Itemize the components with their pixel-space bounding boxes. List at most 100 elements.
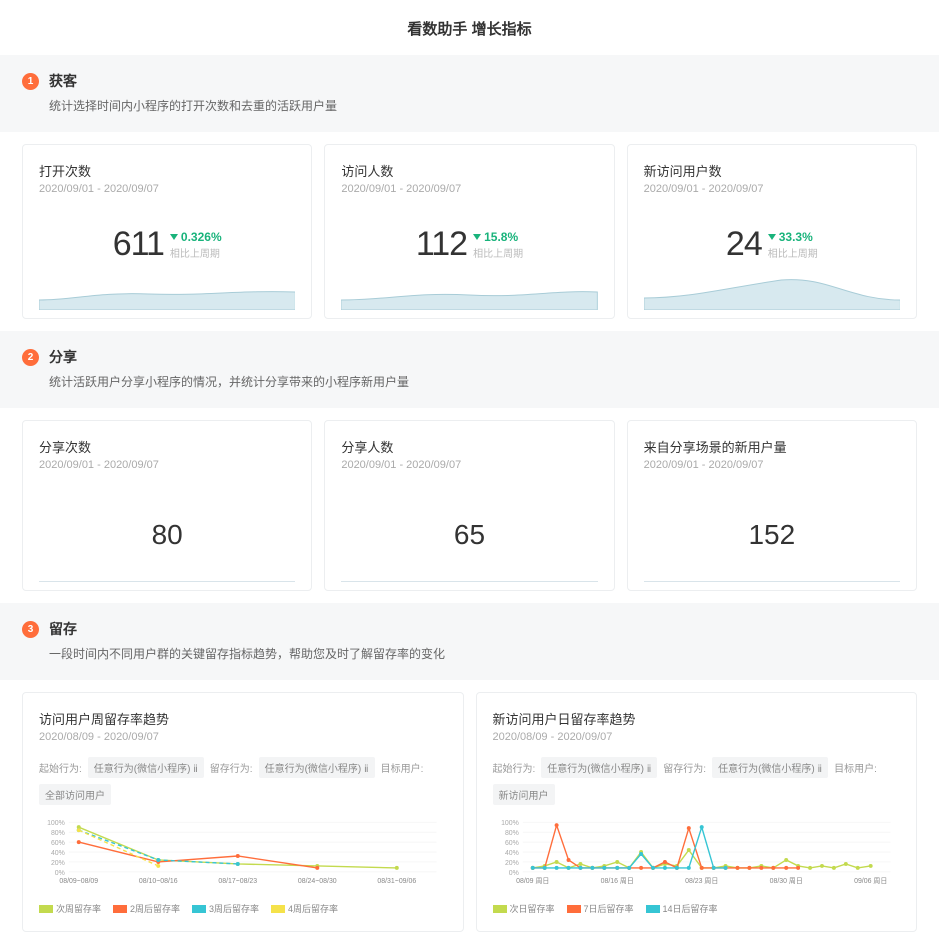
legend-row: 次日留存率7日后留存率14日后留存率	[493, 902, 901, 915]
delta-label: 相比上周期	[473, 245, 523, 260]
svg-text:09/06 周日: 09/06 周日	[854, 877, 887, 885]
filter-pill[interactable]: 任意行为(微信小程序) ⅱ	[712, 757, 828, 778]
metric-card: 来自分享场景的新用户量 2020/09/01 - 2020/09/07 152	[627, 420, 917, 591]
filter-row: 起始行为: 任意行为(微信小程序) ⅱ 留存行为: 任意行为(微信小程序) ⅱ …	[493, 757, 901, 805]
legend-row: 次周留存率 2周后留存率 3周后留存率 4周后留存率	[39, 902, 447, 915]
card-title: 访问人数	[341, 161, 597, 180]
legend-item: 14日后留存率	[646, 902, 718, 915]
svg-text:08/17~08/23: 08/17~08/23	[218, 878, 257, 885]
metric-value: 112	[416, 225, 467, 264]
svg-text:20%: 20%	[51, 860, 65, 867]
svg-text:40%: 40%	[51, 850, 65, 857]
filter-label: 目标用户:	[834, 760, 877, 775]
retention-chart-card: 新访问用户日留存率趋势 2020/08/09 - 2020/09/07 起始行为…	[476, 692, 918, 932]
svg-text:40%: 40%	[504, 850, 518, 857]
card-range: 2020/09/01 - 2020/09/07	[341, 183, 597, 195]
delta-value: 15.8%	[473, 230, 518, 244]
chart-range: 2020/08/09 - 2020/09/07	[493, 731, 901, 743]
legend-item: 次日留存率	[493, 902, 555, 915]
chart-title: 新访问用户日留存率趋势	[493, 709, 901, 728]
chart-row: 访问用户周留存率趋势 2020/08/09 - 2020/09/07 起始行为:…	[0, 680, 939, 944]
section-title-2: 分享	[49, 347, 77, 367]
legend-swatch	[646, 905, 660, 913]
svg-text:08/16 周日: 08/16 周日	[600, 877, 633, 885]
legend-swatch	[493, 905, 507, 913]
metrics-row-2: 分享次数 2020/09/01 - 2020/09/07 80 分享人数 202…	[0, 408, 939, 603]
flat-line	[39, 581, 295, 582]
sparkline-wave	[644, 270, 900, 310]
svg-text:80%: 80%	[504, 830, 518, 837]
section-title-1: 获客	[49, 71, 77, 91]
card-range: 2020/09/01 - 2020/09/07	[39, 459, 295, 471]
metric-value: 80	[39, 519, 295, 551]
section-desc-1: 统计选择时间内小程序的打开次数和去重的活跃用户量	[22, 97, 917, 114]
down-triangle-icon	[170, 234, 178, 240]
filter-label: 留存行为:	[210, 760, 253, 775]
filter-pill[interactable]: 任意行为(微信小程序) ⅱ	[541, 757, 657, 778]
section-badge-3: 3	[22, 621, 39, 638]
card-title: 来自分享场景的新用户量	[644, 437, 900, 456]
card-range: 2020/09/01 - 2020/09/07	[39, 183, 295, 195]
section-badge-2: 2	[22, 349, 39, 366]
filter-pill[interactable]: 任意行为(微信小程序) ⅱ	[88, 757, 204, 778]
metric-value: 611	[113, 225, 164, 264]
legend-swatch	[567, 905, 581, 913]
card-title: 新访问用户数	[644, 161, 900, 180]
legend-item: 次周留存率	[39, 902, 101, 915]
metric-card: 新访问用户数 2020/09/01 - 2020/09/07 24 33.3% …	[627, 144, 917, 319]
down-triangle-icon	[473, 234, 481, 240]
metric-value: 24	[726, 225, 762, 264]
svg-text:08/24~08/30: 08/24~08/30	[298, 878, 337, 885]
legend-swatch	[39, 905, 53, 913]
svg-text:08/09~08/09: 08/09~08/09	[59, 878, 98, 885]
legend-item: 2周后留存率	[113, 902, 180, 915]
filter-label: 起始行为:	[39, 760, 82, 775]
metric-card: 访问人数 2020/09/01 - 2020/09/07 112 15.8% 相…	[324, 144, 614, 319]
flat-line	[341, 581, 597, 582]
legend-swatch	[271, 905, 285, 913]
filter-label: 留存行为:	[663, 760, 706, 775]
line-chart: 100%80%60%40%20%0%08/09 周日08/16 周日08/23 …	[493, 815, 901, 898]
card-range: 2020/09/01 - 2020/09/07	[341, 459, 597, 471]
filter-row: 起始行为: 任意行为(微信小程序) ⅱ 留存行为: 任意行为(微信小程序) ⅱ …	[39, 757, 447, 805]
filter-label: 起始行为:	[493, 760, 536, 775]
svg-text:80%: 80%	[51, 830, 65, 837]
delta-value: 33.3%	[768, 230, 813, 244]
svg-text:08/09 周日: 08/09 周日	[516, 877, 549, 885]
metric-card: 分享人数 2020/09/01 - 2020/09/07 65	[324, 420, 614, 591]
delta-value: 0.326%	[170, 230, 222, 244]
svg-text:0%: 0%	[55, 870, 65, 877]
legend-item: 4周后留存率	[271, 902, 338, 915]
filter-pill[interactable]: 任意行为(微信小程序) ⅱ	[259, 757, 375, 778]
flat-line	[644, 581, 900, 582]
svg-text:100%: 100%	[47, 820, 65, 827]
section-desc-2: 统计活跃用户分享小程序的情况，并统计分享带来的小程序新用户量	[22, 373, 917, 390]
section-header-3: 3 留存 一段时间内不同用户群的关键留存指标趋势，帮助您及时了解留存率的变化	[0, 603, 939, 680]
metric-value: 65	[341, 519, 597, 551]
delta-label: 相比上周期	[768, 245, 818, 260]
filter-label: 目标用户:	[381, 760, 424, 775]
svg-text:60%: 60%	[504, 840, 518, 847]
metrics-row-1: 打开次数 2020/09/01 - 2020/09/07 611 0.326% …	[0, 132, 939, 331]
section-header-2: 2 分享 统计活跃用户分享小程序的情况，并统计分享带来的小程序新用户量	[0, 331, 939, 408]
section-header-1: 1 获客 统计选择时间内小程序的打开次数和去重的活跃用户量	[0, 55, 939, 132]
legend-swatch	[113, 905, 127, 913]
svg-text:60%: 60%	[51, 840, 65, 847]
card-title: 分享人数	[341, 437, 597, 456]
filter-pill[interactable]: 新访问用户	[493, 784, 555, 805]
line-chart: 100%80%60%40%20%0%08/09~08/0908/10~08/16…	[39, 815, 447, 898]
svg-text:20%: 20%	[504, 860, 518, 867]
section-title-3: 留存	[49, 619, 77, 639]
card-title: 打开次数	[39, 161, 295, 180]
card-range: 2020/09/01 - 2020/09/07	[644, 183, 900, 195]
delta-label: 相比上周期	[170, 245, 220, 260]
card-title: 分享次数	[39, 437, 295, 456]
svg-text:08/30 周日: 08/30 周日	[769, 877, 802, 885]
down-triangle-icon	[768, 234, 776, 240]
legend-item: 3周后留存率	[192, 902, 259, 915]
filter-pill[interactable]: 全部访问用户	[39, 784, 111, 805]
metric-value: 152	[644, 519, 900, 551]
svg-text:08/31~09/06: 08/31~09/06	[377, 878, 416, 885]
page-title: 看数助手 增长指标	[0, 0, 939, 55]
legend-swatch	[192, 905, 206, 913]
